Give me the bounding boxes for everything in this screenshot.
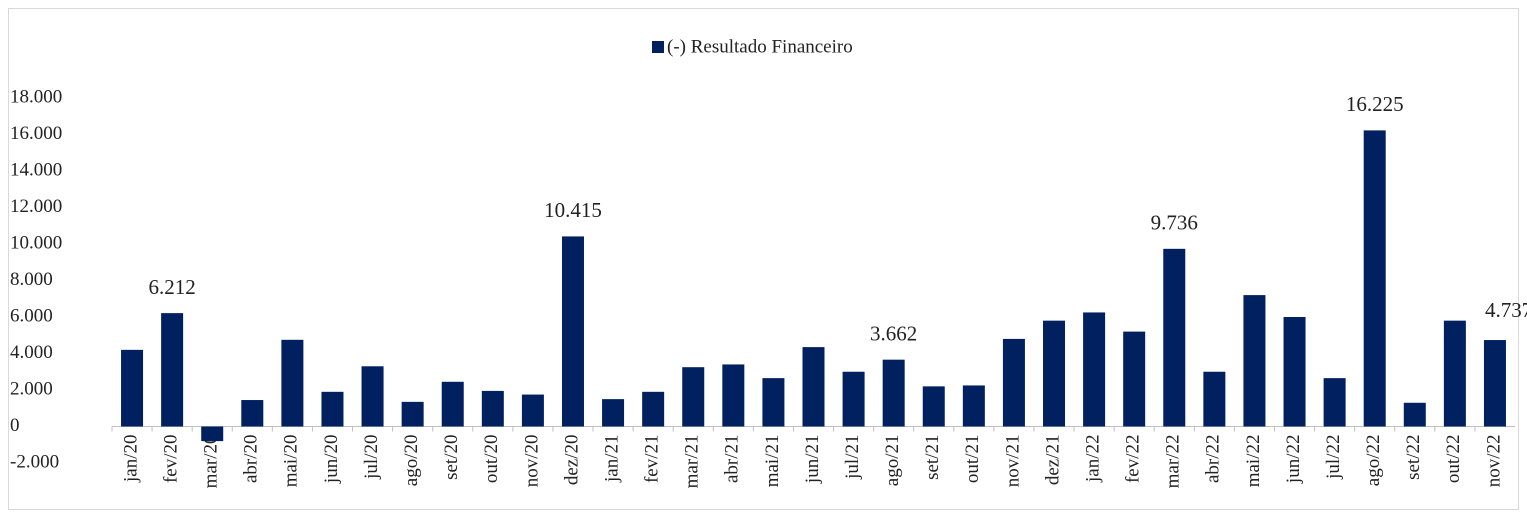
bar: [1403, 402, 1426, 427]
y-tick-label: 14.000: [10, 159, 62, 180]
bar: [121, 349, 144, 427]
bar: [201, 426, 224, 442]
x-tick-label: abr/22: [1203, 435, 1224, 484]
x-tick-label: set/20: [441, 435, 462, 480]
x-tick-label: jul/21: [842, 435, 863, 480]
y-tick-label: 4.000: [10, 342, 53, 363]
bar: [441, 381, 464, 427]
x-tick-label: jun/22: [1283, 435, 1304, 485]
y-tick-label: 8.000: [10, 269, 53, 290]
y-tick-label: -2.000: [10, 451, 59, 472]
x-tick-label: out/20: [481, 435, 502, 484]
data-label: 4.737: [1485, 298, 1527, 322]
x-tick-label: jul/22: [1323, 435, 1344, 480]
y-tick-label: 12.000: [10, 196, 62, 217]
x-tick-label: abr/21: [722, 435, 743, 484]
y-tick-label: 6.000: [10, 305, 53, 326]
bar: [241, 400, 264, 427]
bar: [1002, 338, 1025, 427]
bar: [1283, 317, 1306, 427]
bar: [962, 385, 985, 427]
y-tick-label: 18.000: [10, 86, 62, 107]
data-label: 6.212: [149, 275, 196, 299]
legend-swatch: [652, 41, 664, 53]
x-tick-label: set/22: [1403, 435, 1424, 480]
x-tick-label: jan/20: [120, 435, 141, 484]
bar: [401, 401, 424, 427]
bar: [1243, 295, 1266, 427]
bar: [802, 347, 825, 427]
bar: [882, 359, 905, 427]
x-tick-label: fev/21: [642, 435, 663, 484]
bar: [1163, 248, 1186, 427]
bar: [561, 236, 584, 427]
bar: [1363, 130, 1386, 427]
data-label: 16.225: [1346, 92, 1404, 116]
x-tick-label: nov/21: [1002, 435, 1023, 488]
x-tick-label: fev/20: [160, 435, 181, 484]
bar: [281, 339, 304, 427]
y-tick-label: 2.000: [10, 378, 53, 399]
data-label: 10.415: [544, 198, 602, 222]
bar: [602, 399, 625, 427]
x-tick-label: dez/21: [1042, 435, 1063, 486]
bar: [1323, 378, 1346, 427]
bar: [1203, 371, 1226, 427]
data-label: 3.662: [870, 321, 917, 345]
bar: [922, 386, 945, 427]
x-tick-label: mar/22: [1163, 435, 1184, 489]
legend-label: (-) Resultado Financeiro: [667, 36, 853, 57]
x-tick-label: mar/20: [201, 435, 222, 489]
bar: [762, 378, 785, 427]
x-tick-label: mai/21: [762, 435, 783, 488]
x-tick-label: nov/22: [1483, 435, 1504, 488]
x-tick-label: ago/22: [1363, 435, 1384, 487]
x-tick-label: out/21: [962, 435, 983, 484]
chart-border: [8, 8, 1519, 510]
x-tick-label: mai/20: [281, 435, 302, 488]
data-label: 9.736: [1151, 211, 1198, 235]
bar: [722, 364, 745, 427]
x-tick-label: jun/21: [802, 435, 823, 485]
x-tick-label: mai/22: [1243, 435, 1264, 488]
x-tick-label: jun/20: [321, 435, 342, 485]
bar: [1443, 320, 1466, 427]
bar: [1483, 340, 1506, 427]
bar: [682, 367, 705, 427]
x-tick-label: abr/20: [241, 435, 262, 484]
bar: [521, 394, 544, 427]
x-tick-label: mar/21: [682, 435, 703, 489]
bar: [1123, 331, 1146, 427]
y-tick-label: 0: [10, 415, 20, 436]
bar: [1043, 320, 1066, 427]
x-tick-label: jan/21: [601, 435, 622, 484]
bar: [321, 391, 344, 427]
bar: [1083, 312, 1106, 427]
x-tick-label: ago/21: [882, 435, 903, 487]
x-tick-label: out/22: [1443, 435, 1464, 484]
bar: [481, 390, 504, 427]
x-tick-label: jul/20: [361, 435, 382, 480]
y-tick-label: 10.000: [10, 232, 62, 253]
x-tick-label: jan/22: [1082, 435, 1103, 484]
bar: [842, 371, 865, 427]
x-tick-label: fev/22: [1123, 435, 1144, 484]
bar: [642, 391, 665, 427]
x-tick-label: nov/20: [521, 435, 542, 488]
x-tick-label: ago/20: [401, 435, 422, 487]
bar: [161, 313, 184, 427]
bar: [361, 366, 384, 427]
y-tick-label: 16.000: [10, 123, 62, 144]
x-tick-label: dez/20: [561, 435, 582, 486]
x-tick-label: set/21: [922, 435, 943, 480]
